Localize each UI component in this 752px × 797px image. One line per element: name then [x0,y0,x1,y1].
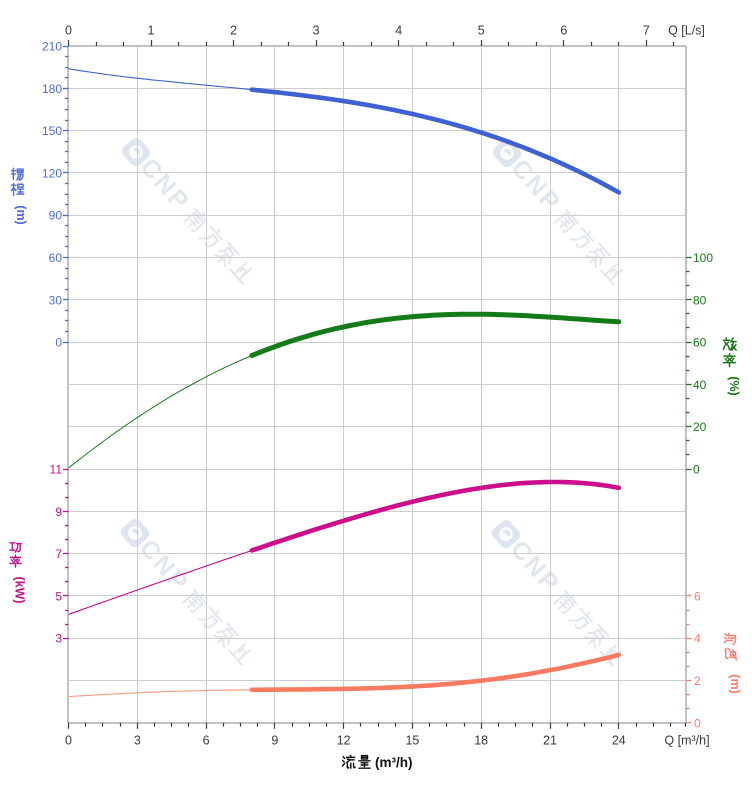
svg-text:2: 2 [230,23,237,37]
svg-text:12: 12 [337,734,351,748]
svg-text:Q [L/s]: Q [L/s] [668,23,705,37]
svg-text:4: 4 [694,632,701,646]
svg-text:0: 0 [694,716,701,730]
svg-text:5: 5 [55,589,62,603]
svg-text:(m): (m) [14,205,28,224]
svg-text:0: 0 [65,23,72,37]
svg-text:180: 180 [42,82,62,96]
svg-text:(m³/h): (m³/h) [375,755,413,770]
svg-text:40: 40 [693,378,707,392]
svg-text:6: 6 [694,589,701,603]
svg-text:3: 3 [55,632,62,646]
svg-text:3: 3 [134,734,141,748]
svg-text:0: 0 [65,734,72,748]
svg-text:7: 7 [55,547,62,561]
svg-text:3: 3 [313,23,320,37]
svg-text:1: 1 [148,23,155,37]
svg-text:120: 120 [42,166,62,180]
svg-text:6: 6 [560,23,567,37]
svg-text:0: 0 [693,463,700,477]
svg-text:7: 7 [643,23,650,37]
svg-text:24: 24 [612,734,626,748]
svg-text:20: 20 [693,420,707,434]
svg-text:5: 5 [478,23,485,37]
svg-text:0: 0 [55,336,62,350]
svg-text:2: 2 [694,674,701,688]
svg-text:(kW): (kW) [13,576,27,603]
svg-text:18: 18 [474,734,488,748]
svg-text:60: 60 [49,251,63,265]
svg-text:100: 100 [693,251,713,265]
svg-text:90: 90 [49,209,63,223]
svg-text:60: 60 [693,336,707,350]
svg-text:21: 21 [543,734,557,748]
svg-text:30: 30 [49,293,63,307]
svg-text:15: 15 [405,734,419,748]
svg-text:4: 4 [395,23,402,37]
svg-text:(%): (%) [727,376,741,395]
svg-text:Q [m³/h]: Q [m³/h] [664,734,709,748]
svg-text:(m): (m) [728,674,742,693]
svg-text:210: 210 [42,40,62,54]
svg-text:9: 9 [55,505,62,519]
svg-text:150: 150 [42,124,62,138]
svg-text:80: 80 [693,293,707,307]
svg-text:11: 11 [50,463,63,477]
svg-text:6: 6 [203,734,210,748]
svg-text:9: 9 [271,734,278,748]
